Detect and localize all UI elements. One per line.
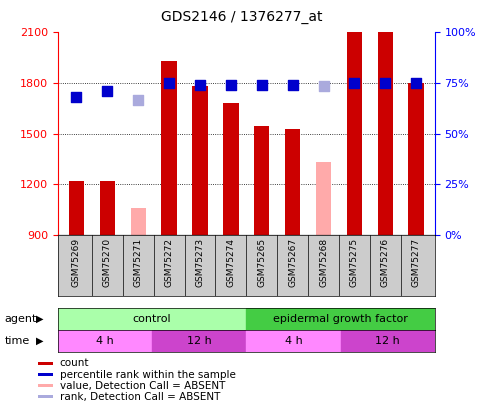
Text: 4 h: 4 h	[284, 336, 302, 346]
Text: GSM75273: GSM75273	[196, 238, 204, 287]
Text: GSM75268: GSM75268	[319, 238, 328, 287]
Bar	[316, 162, 331, 235]
Bar	[69, 181, 84, 235]
Point	[196, 81, 204, 88]
Text: 12 h: 12 h	[187, 336, 212, 346]
Bar	[285, 129, 300, 235]
Text: control: control	[133, 314, 171, 324]
Text: rank, Detection Call = ABSENT: rank, Detection Call = ABSENT	[60, 392, 220, 402]
Bar	[58, 330, 152, 352]
Point	[165, 80, 173, 86]
Bar	[409, 83, 424, 235]
Point	[72, 93, 80, 100]
Point	[351, 80, 358, 86]
Point	[320, 83, 327, 90]
Bar	[161, 61, 177, 235]
Bar	[254, 126, 270, 235]
Text: GSM75271: GSM75271	[134, 238, 143, 287]
Bar	[246, 330, 341, 352]
Text: GSM75267: GSM75267	[288, 238, 297, 287]
Bar	[152, 330, 246, 352]
Text: epidermal growth factor: epidermal growth factor	[273, 314, 408, 324]
Text: GSM75265: GSM75265	[257, 238, 266, 287]
Point	[258, 81, 266, 88]
Bar	[223, 103, 239, 235]
Text: GSM75270: GSM75270	[103, 238, 112, 287]
Bar	[341, 330, 435, 352]
Text: count: count	[60, 358, 89, 369]
Text: percentile rank within the sample: percentile rank within the sample	[60, 370, 236, 379]
Text: value, Detection Call = ABSENT: value, Detection Call = ABSENT	[60, 381, 225, 391]
Text: GSM75277: GSM75277	[412, 238, 421, 287]
Text: GSM75272: GSM75272	[165, 238, 173, 287]
Text: ▶: ▶	[36, 336, 44, 346]
Text: ▶: ▶	[36, 314, 44, 324]
FancyBboxPatch shape	[38, 395, 53, 399]
Bar	[378, 32, 393, 235]
FancyBboxPatch shape	[38, 384, 53, 387]
Bar	[246, 308, 435, 330]
Text: 12 h: 12 h	[375, 336, 400, 346]
Text: time: time	[5, 336, 30, 346]
Point	[382, 80, 389, 86]
Point	[227, 81, 235, 88]
Point	[289, 81, 297, 88]
Text: agent: agent	[5, 314, 37, 324]
Text: GSM75269: GSM75269	[72, 238, 81, 287]
Point	[103, 88, 111, 95]
Point	[412, 80, 420, 86]
Bar	[347, 32, 362, 235]
FancyBboxPatch shape	[38, 373, 53, 376]
Point	[134, 97, 142, 103]
Bar	[192, 86, 208, 235]
Text: GSM75274: GSM75274	[227, 238, 235, 287]
Text: GDS2146 / 1376277_at: GDS2146 / 1376277_at	[161, 10, 322, 24]
FancyBboxPatch shape	[38, 362, 53, 365]
Text: GSM75276: GSM75276	[381, 238, 390, 287]
Text: GSM75275: GSM75275	[350, 238, 359, 287]
Bar	[99, 181, 115, 235]
Text: 4 h: 4 h	[96, 336, 114, 346]
Bar	[58, 308, 246, 330]
Bar	[130, 208, 146, 235]
